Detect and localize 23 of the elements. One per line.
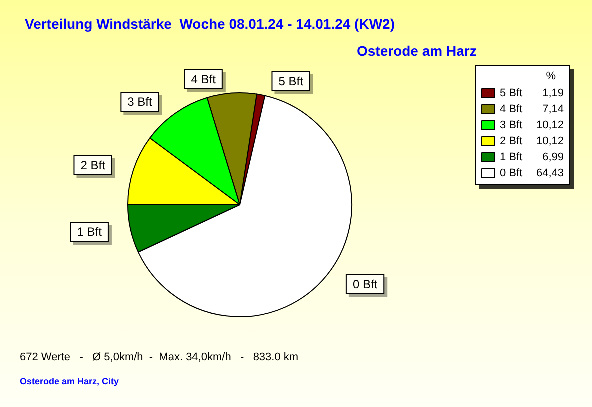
data-label: 10,12 <box>536 120 564 132</box>
slice-label: 2 Bft <box>80 158 106 172</box>
legend-title: % <box>546 70 556 82</box>
slice-label: 4 Bft <box>191 72 217 86</box>
legend-label: 0 Bft <box>500 168 523 180</box>
legend-label: 2 Bft <box>500 136 523 148</box>
legend-label: 4 Bft <box>500 104 523 116</box>
data-label: 7,14 <box>542 104 564 116</box>
chart-title: Verteilung Windstärke Woche 08.01.24 - 14.01.24 (KW2) <box>25 16 395 32</box>
slice-label: 1 Bft <box>77 225 103 240</box>
data-label: 64,43 <box>536 168 564 180</box>
text: Osterode am Harz, City <box>20 376 120 386</box>
data-label: 6,99 <box>542 152 564 164</box>
data-label: 10,12 <box>536 136 564 148</box>
category-label: 5 Bft <box>278 74 304 88</box>
legend-label: 5 Bft <box>500 88 523 100</box>
data-label: 1,19 <box>542 88 564 100</box>
slice-label: 3 Bft <box>128 95 154 110</box>
text: 672 Werte - Ø 5,0km/h - Max. 34,0km/h - 833.0 km <box>20 352 299 364</box>
slice-label: 0 Bft <box>352 277 378 292</box>
legend-label: 3 Bft <box>500 120 523 132</box>
chart-subtitle: Osterode am Harz <box>357 43 477 59</box>
legend-label: 1 Bft <box>500 152 523 164</box>
